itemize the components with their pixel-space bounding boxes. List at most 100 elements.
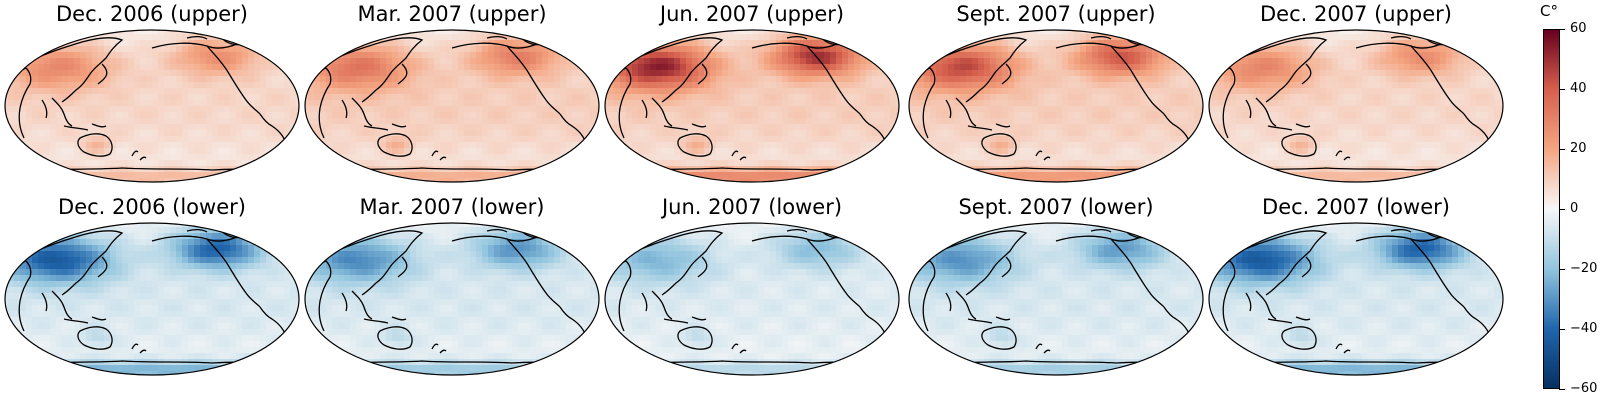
coastline — [663, 123, 707, 131]
map-panel-dec-2006-lower: Dec. 2006 (lower) — [2, 193, 302, 391]
temperature-field — [909, 30, 1203, 182]
map — [604, 222, 900, 376]
colorbar-tick — [1559, 209, 1565, 210]
map-panel-jun-2007-lower: Jun. 2007 (lower) — [602, 193, 902, 391]
coastline — [940, 37, 1028, 103]
coastline — [41, 290, 73, 320]
coastline — [786, 35, 808, 40]
coastline — [1001, 256, 1012, 278]
temperature-field — [1209, 223, 1503, 375]
panel-title: Dec. 2007 (lower) — [1262, 195, 1450, 219]
coastline — [786, 228, 808, 233]
coastline — [186, 35, 208, 40]
coastline — [397, 63, 408, 85]
coastline — [41, 97, 73, 127]
coastline — [486, 228, 508, 233]
coastline — [731, 343, 747, 354]
coastline — [1335, 343, 1351, 354]
temperature-field — [1209, 30, 1503, 182]
coastline — [1240, 230, 1328, 296]
coastline — [1267, 316, 1311, 324]
map — [604, 29, 900, 183]
map — [908, 29, 1204, 183]
temperature-field — [305, 223, 599, 375]
map — [908, 222, 1204, 376]
map — [4, 222, 300, 376]
colorbar-tick — [1559, 149, 1565, 150]
coastline — [506, 45, 561, 115]
coastline — [63, 123, 107, 131]
panel-title: Dec. 2006 (lower) — [58, 195, 246, 219]
coastline — [967, 123, 1011, 131]
coastline — [636, 230, 724, 296]
map-panel-jun-2007-upper: Jun. 2007 (upper) — [602, 0, 902, 198]
map-boundary — [908, 222, 1204, 376]
map-boundary — [4, 222, 300, 376]
colorbar-tick — [1559, 269, 1565, 270]
coastline — [806, 238, 861, 308]
map — [4, 29, 300, 183]
coastline — [1001, 63, 1012, 85]
coastline — [97, 256, 108, 278]
coastline — [363, 123, 407, 131]
coastline — [341, 97, 373, 127]
coastline — [363, 316, 407, 324]
coastline — [945, 97, 977, 127]
colorbar-tick-label: −20 — [1570, 261, 1598, 276]
coastline — [206, 45, 261, 115]
colorbar-tick-label: 40 — [1570, 81, 1587, 96]
map — [304, 29, 600, 183]
coastline — [663, 316, 707, 324]
panel-title: Mar. 2007 (lower) — [359, 195, 545, 219]
map-boundary — [908, 29, 1204, 183]
coastline — [1245, 290, 1277, 320]
coastline — [677, 133, 713, 157]
coastline — [131, 343, 147, 354]
map-panel-sept-2007-lower: Sept. 2007 (lower) — [906, 193, 1206, 391]
colorbar-tick-label: 60 — [1570, 21, 1587, 36]
map-panel-mar-2007-lower: Mar. 2007 (lower) — [302, 193, 602, 391]
temperature-field — [605, 30, 899, 182]
coastline — [641, 97, 673, 127]
coastline — [1245, 97, 1277, 127]
map-boundary — [4, 29, 300, 183]
panel-title: Dec. 2006 (upper) — [55, 2, 248, 26]
map-panel-dec-2006-upper: Dec. 2006 (upper) — [2, 0, 302, 198]
coastline — [1281, 326, 1317, 350]
coastline — [1240, 37, 1328, 103]
panel-title: Mar. 2007 (upper) — [357, 2, 547, 26]
map-panel-dec-2007-upper: Dec. 2007 (upper) — [1206, 0, 1506, 198]
coastline — [97, 63, 108, 85]
coastline — [1110, 238, 1165, 308]
coastline — [431, 343, 447, 354]
coastline — [981, 326, 1017, 350]
coastline — [636, 37, 724, 103]
temperature-field — [5, 30, 299, 182]
coastline — [697, 63, 708, 85]
coastline — [486, 35, 508, 40]
map-boundary — [1208, 29, 1504, 183]
coastline — [697, 256, 708, 278]
coastline — [1301, 256, 1312, 278]
coastline — [1335, 150, 1351, 161]
panel-title: Dec. 2007 (upper) — [1259, 2, 1452, 26]
coastline — [940, 230, 1028, 296]
coastline — [1110, 45, 1165, 115]
colorbar-tick — [1559, 89, 1565, 90]
coastlines — [311, 227, 588, 370]
map-boundary — [604, 222, 900, 376]
coastline — [131, 150, 147, 161]
coastline — [506, 238, 561, 308]
coastline — [1301, 63, 1312, 85]
coastline — [641, 290, 673, 320]
coastline — [1390, 228, 1412, 233]
coastline — [1267, 123, 1311, 131]
coastline — [36, 37, 124, 103]
coastline — [1090, 228, 1112, 233]
panel-title: Sept. 2007 (upper) — [956, 2, 1156, 26]
map — [1208, 29, 1504, 183]
colorbar-tick — [1559, 29, 1565, 30]
map-boundary — [304, 222, 600, 376]
panel-title: Sept. 2007 (lower) — [958, 195, 1154, 219]
map-panel-dec-2007-lower: Dec. 2007 (lower) — [1206, 193, 1506, 391]
